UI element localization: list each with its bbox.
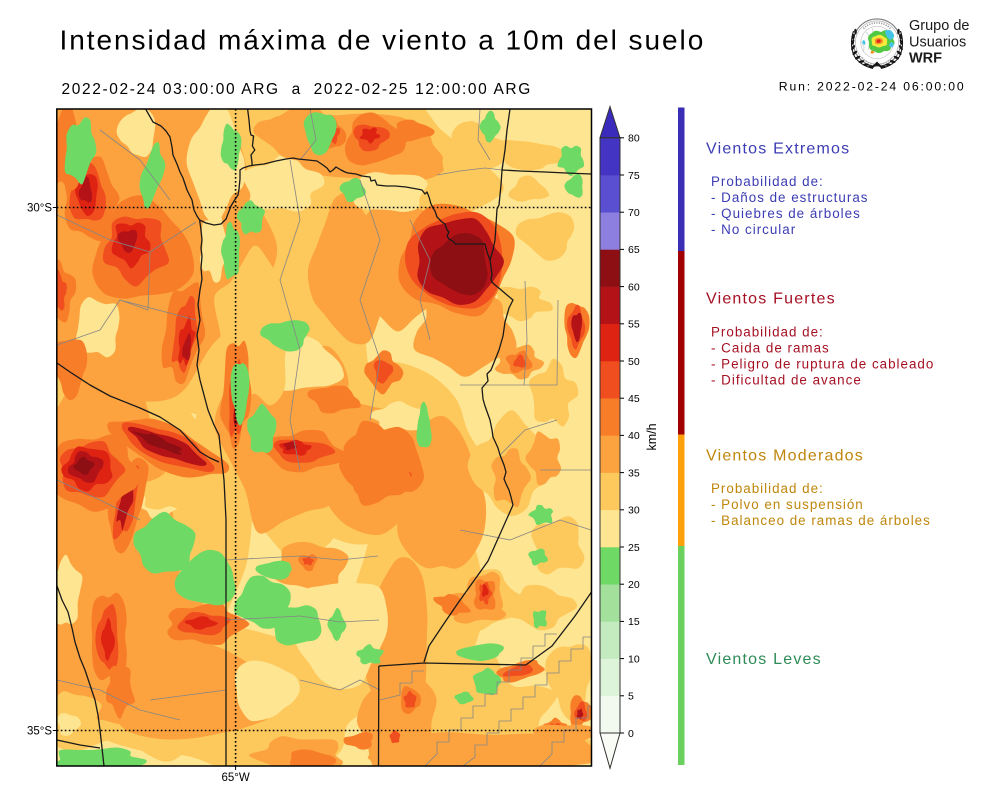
svg-text:Vientos Extremos: Vientos Extremos bbox=[706, 141, 850, 158]
svg-text:65: 65 bbox=[628, 244, 640, 256]
svg-text:15: 15 bbox=[628, 616, 640, 628]
svg-text:Probabilidad de:: Probabilidad de: bbox=[711, 325, 824, 340]
svg-text:65°W: 65°W bbox=[221, 772, 249, 784]
svg-text:- Peligro de ruptura de cablea: - Peligro de ruptura de cableado bbox=[711, 357, 934, 372]
svg-text:50: 50 bbox=[628, 356, 640, 368]
svg-text:80: 80 bbox=[628, 133, 640, 145]
svg-text:Intensidad máxima de viento a: Intensidad máxima de viento a 10m del su… bbox=[60, 25, 706, 56]
svg-text:Probabilidad de:: Probabilidad de: bbox=[711, 174, 824, 189]
svg-text:- Balanceo de ramas de árboles: - Balanceo de ramas de árboles bbox=[711, 513, 931, 528]
svg-text:5: 5 bbox=[628, 691, 634, 703]
svg-text:Vientos Moderados: Vientos Moderados bbox=[706, 448, 864, 465]
svg-text:45: 45 bbox=[628, 393, 640, 405]
svg-text:Usuarios: Usuarios bbox=[909, 35, 966, 51]
svg-text:- Daños de estructuras: - Daños de estructuras bbox=[711, 190, 868, 205]
svg-text:10: 10 bbox=[628, 653, 640, 665]
svg-text:35: 35 bbox=[628, 467, 640, 479]
svg-text:35°S: 35°S bbox=[27, 726, 52, 738]
svg-text:55: 55 bbox=[628, 319, 640, 331]
svg-text:25: 25 bbox=[628, 542, 640, 554]
svg-text:75: 75 bbox=[628, 170, 640, 182]
svg-text:60: 60 bbox=[628, 281, 640, 293]
svg-text:30°S: 30°S bbox=[27, 203, 52, 215]
svg-text:30: 30 bbox=[628, 505, 640, 517]
svg-text:Vientos Fuertes: Vientos Fuertes bbox=[706, 291, 836, 308]
svg-text:40: 40 bbox=[628, 430, 640, 442]
svg-text:Grupo de: Grupo de bbox=[909, 18, 969, 34]
svg-text:Run: 2022-02-24 06:00:00: Run: 2022-02-24 06:00:00 bbox=[779, 80, 966, 94]
svg-text:Probabilidad de:: Probabilidad de: bbox=[711, 481, 824, 496]
svg-text:70: 70 bbox=[628, 207, 640, 219]
svg-text:- No circular: - No circular bbox=[711, 222, 796, 237]
svg-text:2022-02-24 03:00:00 ARG a 20: 2022-02-24 03:00:00 ARG a 2022-02-25 12:… bbox=[62, 81, 532, 98]
svg-text:WRF: WRF bbox=[909, 51, 942, 67]
svg-text:20: 20 bbox=[628, 579, 640, 591]
svg-text:- Caida de ramas: - Caida de ramas bbox=[711, 341, 830, 356]
svg-text:km/h: km/h bbox=[645, 423, 659, 450]
svg-text:- Polvo en suspensión: - Polvo en suspensión bbox=[711, 497, 864, 512]
svg-text:Vientos Leves: Vientos Leves bbox=[706, 651, 822, 668]
svg-text:- Quiebres de árboles: - Quiebres de árboles bbox=[711, 206, 861, 221]
svg-text:0: 0 bbox=[628, 728, 634, 740]
svg-text:- Dificultad de avance: - Dificultad de avance bbox=[711, 373, 862, 388]
